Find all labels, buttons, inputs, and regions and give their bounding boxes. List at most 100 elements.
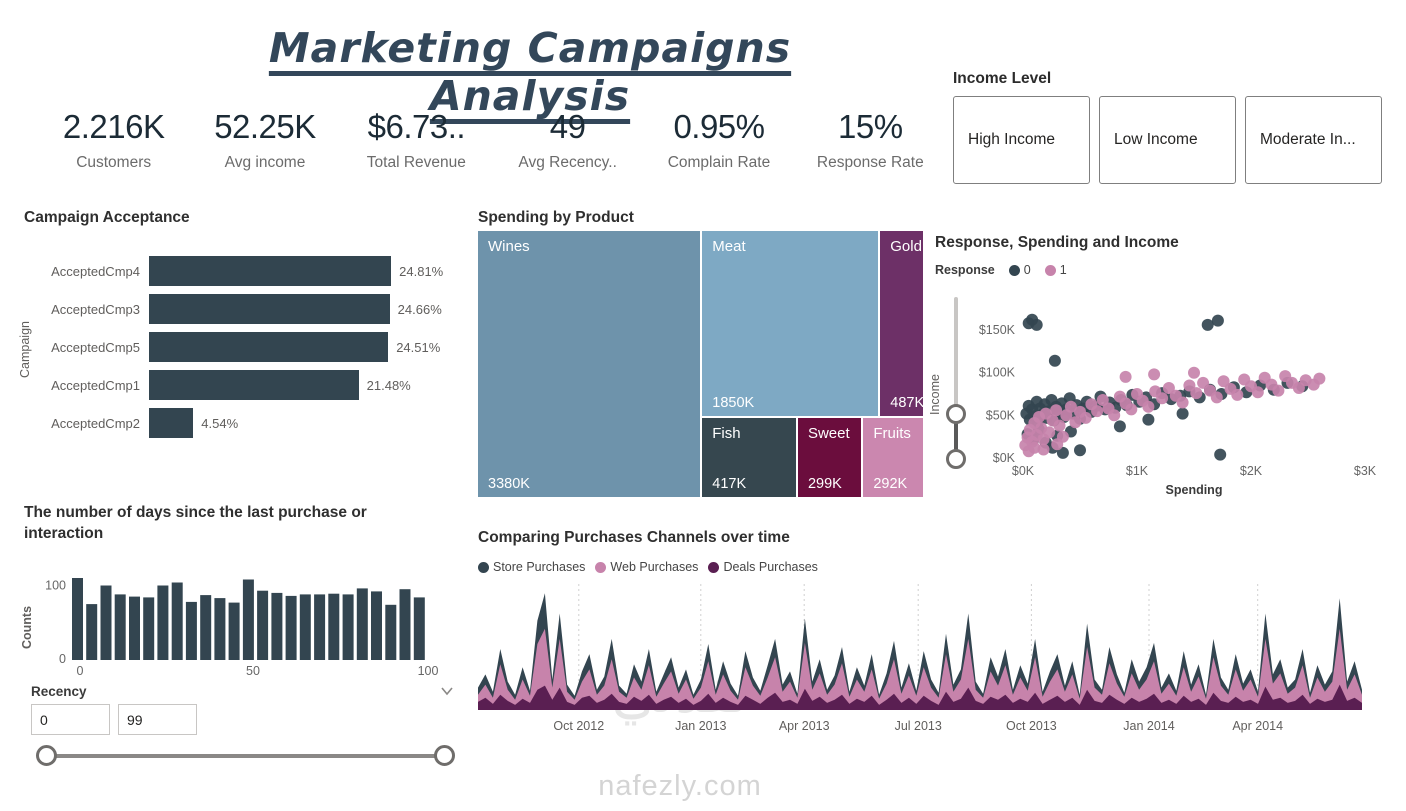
scatter-point-response-1[interactable] (1064, 400, 1077, 413)
scatter-point-response-0[interactable] (1048, 354, 1061, 367)
legend-deals-purchases[interactable]: Deals Purchases (708, 560, 818, 574)
income-filter-high[interactable]: High Income (953, 96, 1090, 184)
scatter-point-response-1[interactable] (1156, 392, 1169, 405)
scatter-point-response-1[interactable] (1188, 366, 1200, 379)
treemap-tile-gold[interactable]: Gold 487K (880, 231, 924, 416)
histogram-bar[interactable] (100, 585, 112, 661)
scatter-plot[interactable]: $0K $50K $100K $150K $0K $1K $2K $3K (965, 298, 1406, 483)
treemap-tile-meat[interactable]: Meat 1850K (702, 231, 879, 416)
area-series-web-purchases[interactable] (478, 628, 1362, 710)
treemap-tile-fruits[interactable]: Fruits 292K (863, 417, 923, 497)
histogram-bar[interactable] (242, 579, 254, 661)
scatter-point-response-1[interactable] (1037, 443, 1050, 456)
scatter-legend-response-1[interactable]: 1 (1044, 263, 1067, 277)
recency-histogram[interactable]: 100 00 50 100 (30, 575, 450, 679)
scatter-point-response-1[interactable] (1125, 403, 1138, 416)
treemap-tile-fish[interactable]: Fish 417K (702, 417, 796, 497)
histogram-bar[interactable] (185, 601, 197, 660)
scatter-point-response-1[interactable] (1028, 441, 1041, 454)
purchases-timeseries[interactable]: Oct 2012 Jan 2013 Apr 2013 Jul 2013 Oct 2013… (478, 578, 1362, 750)
campaign-bar-acceptedcmp4[interactable] (149, 256, 392, 286)
scatter-point-response-1[interactable] (1050, 404, 1063, 417)
histogram-bar[interactable] (328, 593, 340, 660)
scatter-point-response-0[interactable] (1211, 314, 1224, 327)
scatter-point-response-0[interactable] (1113, 420, 1126, 433)
scatter-point-response-1[interactable] (1053, 419, 1066, 432)
recency-slider-min-handle[interactable] (36, 745, 57, 766)
histogram-bar[interactable] (129, 596, 140, 660)
histogram-bar[interactable] (399, 589, 411, 660)
legend-store-purchases[interactable]: Store Purchases (478, 560, 585, 574)
scatter-point-response-0[interactable] (1030, 318, 1043, 331)
histogram-bar[interactable] (413, 597, 425, 660)
histogram-bar[interactable] (200, 595, 212, 660)
scatter-point-response-0[interactable] (1214, 448, 1227, 461)
histogram-bar[interactable] (214, 598, 226, 660)
area-series-store-purchases[interactable] (478, 593, 1362, 710)
scatter-point-response-0[interactable] (1176, 407, 1189, 420)
histogram-bar[interactable] (143, 597, 155, 660)
histogram-bar[interactable] (257, 590, 269, 660)
histogram-bar[interactable] (356, 588, 368, 660)
scatter-point-response-1[interactable] (1197, 376, 1210, 389)
scatter-point-response-1[interactable] (1051, 438, 1064, 451)
recency-slider-max-handle[interactable] (434, 745, 455, 766)
histogram-bar[interactable] (271, 592, 283, 660)
legend-web-purchases[interactable]: Web Purchases (595, 560, 698, 574)
scatter-point-response-1[interactable] (1217, 375, 1230, 388)
histogram-bar[interactable] (171, 582, 183, 661)
scatter-point-response-0[interactable] (1201, 318, 1214, 331)
scatter-point-response-1[interactable] (1142, 400, 1155, 413)
scatter-point-response-0[interactable] (1056, 446, 1069, 459)
histogram-bar[interactable] (371, 591, 382, 660)
scatter-point-response-0[interactable] (1074, 444, 1086, 457)
recency-max-input[interactable] (118, 704, 197, 735)
histogram-bar[interactable] (157, 585, 169, 661)
histogram-bar[interactable] (299, 594, 311, 660)
scatter-point-response-1[interactable] (1069, 416, 1082, 429)
histogram-bar[interactable] (86, 604, 98, 660)
campaign-bar-acceptedcmp2[interactable] (149, 408, 194, 438)
campaign-bar-acceptedcmp5[interactable] (149, 332, 389, 362)
area-series-deals-purchases[interactable] (478, 684, 1362, 710)
scatter-point-response-1[interactable] (1176, 396, 1189, 409)
scatter-point-response-1[interactable] (1183, 379, 1196, 392)
scatter-point-response-1[interactable] (1091, 405, 1104, 418)
histogram-bar[interactable] (285, 595, 297, 660)
scatter-point-response-1[interactable] (1210, 391, 1223, 404)
scatter-legend-response-0[interactable]: 0 (1008, 263, 1031, 277)
income-slider-upper-handle[interactable] (946, 404, 966, 424)
income-filter-moderate[interactable]: Moderate In... (1245, 96, 1382, 184)
histogram-bar[interactable] (385, 604, 397, 660)
campaign-row: AcceptedCmp3 24.66% (30, 290, 460, 328)
histogram-bar[interactable] (342, 594, 354, 660)
campaign-bar-acceptedcmp3[interactable] (149, 294, 390, 324)
scatter-point-response-1[interactable] (1251, 386, 1264, 399)
campaign-bar-acceptedcmp1[interactable] (149, 370, 359, 400)
campaign-bar-chart[interactable]: AcceptedCmp4 24.81% AcceptedCmp3 24.66% Acce… (30, 252, 460, 442)
chevron-down-icon[interactable] (440, 686, 454, 696)
income-filter-low[interactable]: Low Income (1099, 96, 1236, 184)
scatter-point-response-1[interactable] (1119, 370, 1132, 383)
scatter-point-response-1[interactable] (1148, 368, 1161, 381)
scatter-point-response-1[interactable] (1313, 372, 1326, 385)
histogram-bar[interactable] (228, 602, 240, 660)
histogram-bar[interactable] (72, 578, 83, 660)
spending-treemap[interactable]: Wines 3380K Meat 1850K Gold 487K Fish 417K Sweet… (478, 231, 924, 497)
scatter-point-response-1[interactable] (1190, 387, 1203, 400)
scatter-point-response-1[interactable] (1096, 394, 1109, 406)
scatter-point-response-1[interactable] (1108, 409, 1121, 422)
histogram-bar[interactable] (114, 594, 126, 660)
scatter-point-response-1[interactable] (1079, 411, 1092, 424)
scatter-point-response-1[interactable] (1292, 382, 1305, 394)
scatter-point-response-1[interactable] (1043, 426, 1056, 439)
recency-min-input[interactable] (31, 704, 110, 735)
scatter-point-response-1[interactable] (1272, 384, 1285, 397)
scatter-point-response-1[interactable] (1162, 382, 1175, 394)
histogram-bar[interactable] (314, 594, 326, 660)
scatter-point-response-1[interactable] (1231, 388, 1244, 401)
treemap-tile-wines[interactable]: Wines 3380K (478, 231, 701, 497)
treemap-tile-sweet[interactable]: Sweet 299K (797, 417, 862, 497)
scatter-point-response-0[interactable] (1142, 413, 1155, 426)
income-slider-lower-handle[interactable] (946, 449, 966, 469)
